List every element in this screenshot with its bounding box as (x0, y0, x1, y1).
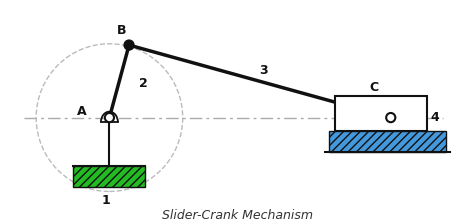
Text: 4: 4 (431, 111, 439, 124)
Circle shape (125, 40, 134, 50)
Text: B: B (117, 24, 126, 37)
Text: 2: 2 (139, 77, 148, 90)
Circle shape (386, 113, 395, 122)
Text: A: A (77, 105, 87, 117)
Text: C: C (370, 81, 379, 94)
Text: 1: 1 (102, 194, 110, 206)
Bar (73, 166, 146, 187)
Text: 3: 3 (259, 64, 267, 77)
Bar (328, 131, 447, 152)
Text: Slider-Crank Mechanism: Slider-Crank Mechanism (162, 209, 312, 222)
Circle shape (105, 113, 114, 122)
Bar (335, 97, 427, 131)
